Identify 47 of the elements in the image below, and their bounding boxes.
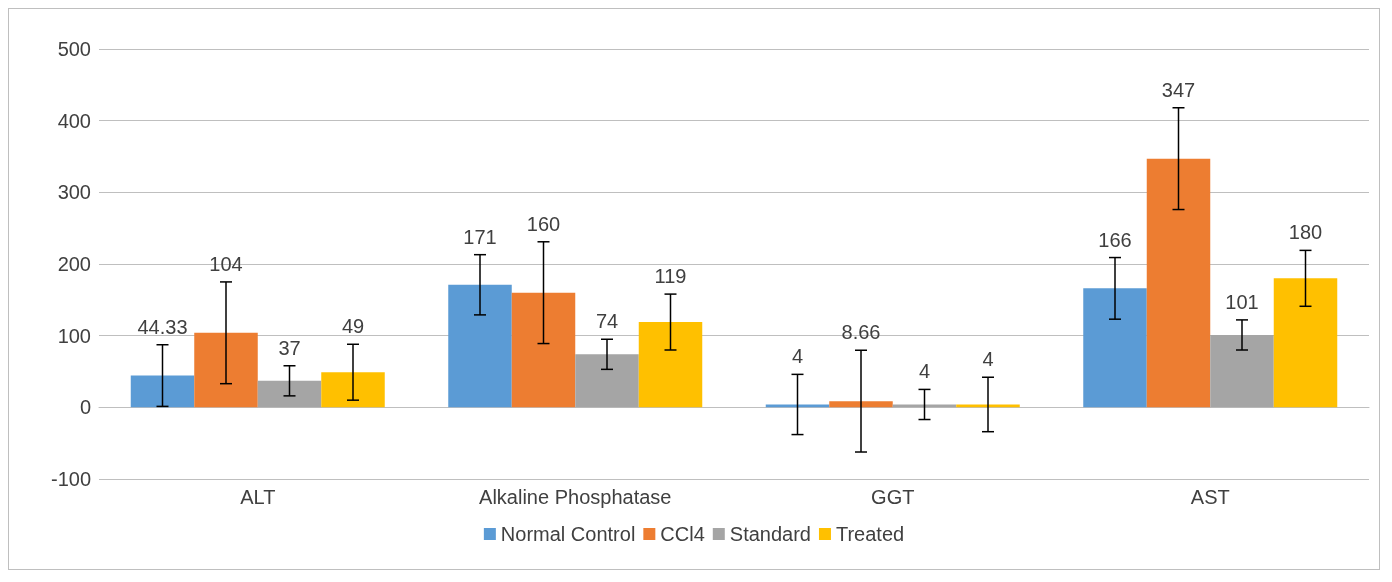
y-tick-label: 0 [79, 396, 91, 419]
bar [765, 404, 830, 408]
data-label: 4 [982, 348, 994, 371]
legend-label: CCl4 [660, 523, 705, 545]
bar [194, 332, 258, 408]
data-label: 44.33 [137, 315, 188, 338]
bar [829, 401, 893, 408]
bar [448, 284, 512, 408]
legend-label: Normal Control [500, 523, 636, 545]
y-tick-label: -100 [50, 468, 91, 490]
data-label: 101 [1225, 290, 1259, 313]
bar [1210, 334, 1274, 408]
data-label: 160 [526, 212, 561, 235]
bar [1083, 288, 1147, 408]
data-label: 4 [918, 360, 931, 383]
bar [257, 380, 322, 408]
data-label: 119 [654, 265, 687, 288]
x-tick-label: AST [1190, 486, 1230, 508]
y-tick-label: 300 [57, 181, 91, 204]
legend-label: Treated [835, 523, 905, 545]
data-label: 171 [463, 225, 497, 248]
data-label: 347 [1161, 78, 1196, 101]
data-label: 4 [791, 345, 804, 368]
bar [1146, 158, 1211, 408]
bar [1273, 278, 1338, 408]
y-tick-label: 200 [57, 253, 91, 275]
data-label: 37 [278, 336, 301, 359]
bar [130, 375, 195, 408]
data-label: 104 [209, 252, 243, 275]
bar [575, 354, 639, 408]
data-label: 166 [1098, 228, 1132, 251]
bar [956, 404, 1020, 408]
x-tick-label: Alkaline Phosphatase [479, 486, 672, 508]
bar [892, 404, 957, 408]
bar [511, 292, 576, 408]
data-label: 8.66 [841, 321, 881, 344]
data-label: 49 [341, 315, 365, 338]
data-label: 74 [595, 310, 619, 333]
y-tick-label: 500 [57, 38, 91, 60]
bar [321, 372, 385, 408]
bar [638, 322, 703, 408]
x-tick-label: ALT [240, 486, 276, 508]
x-tick-label: GGT [871, 486, 915, 508]
legend-label: Standard [729, 523, 811, 545]
data-label: 180 [1288, 221, 1323, 244]
y-tick-label: 400 [57, 109, 91, 132]
y-tick-label: 100 [57, 324, 91, 347]
